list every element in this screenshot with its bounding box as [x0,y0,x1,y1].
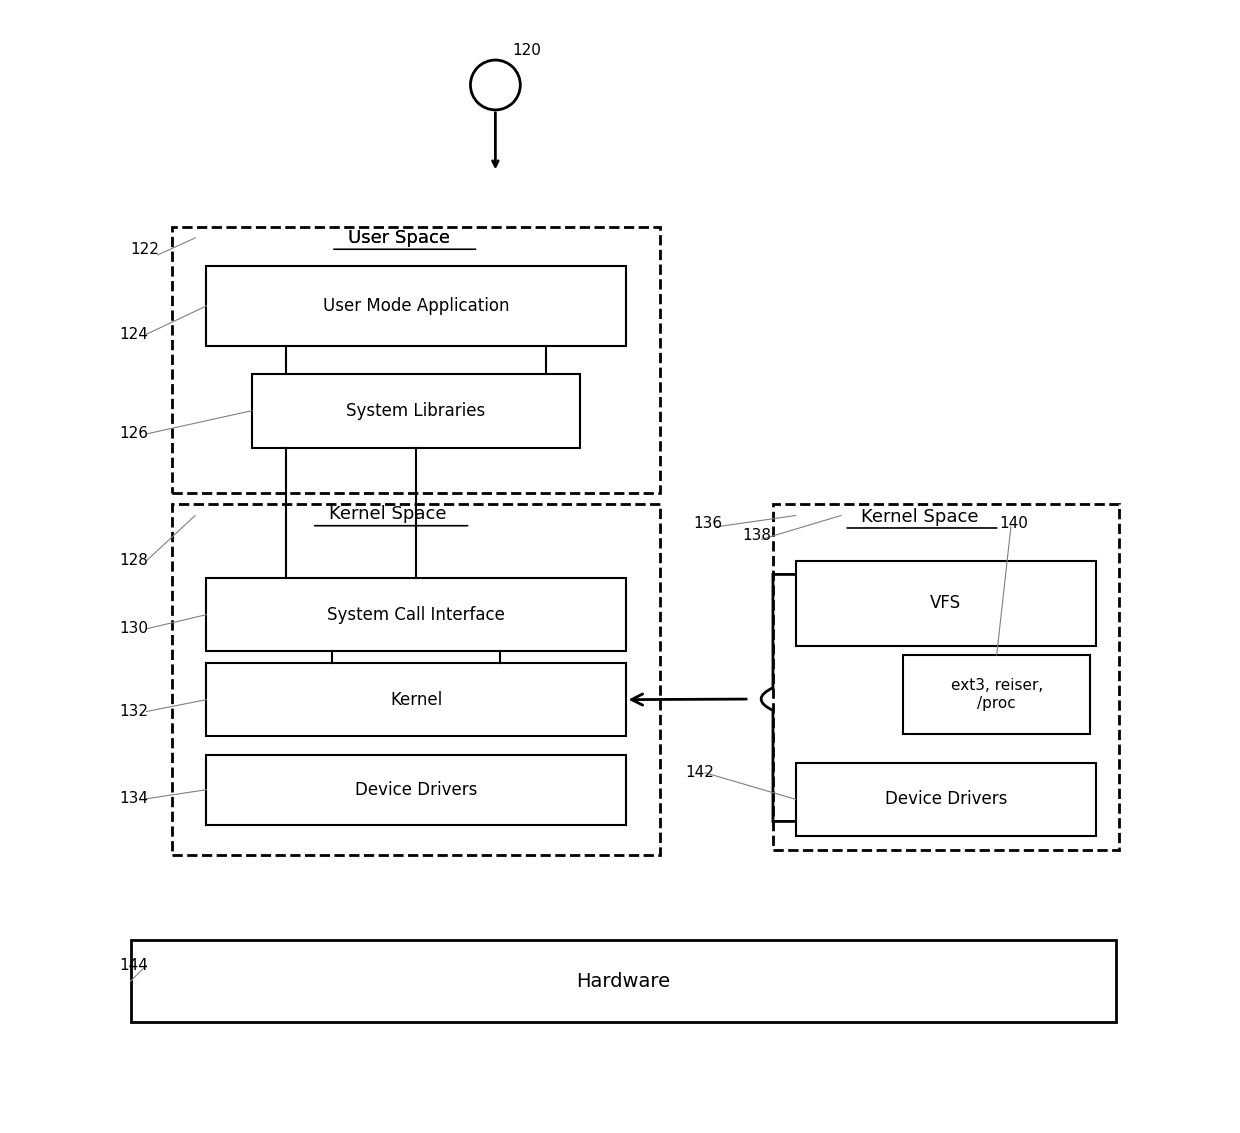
Text: ext3, reiser,
/proc: ext3, reiser, /proc [951,679,1043,710]
Text: 136: 136 [693,516,723,531]
Text: User Space: User Space [348,229,450,247]
Text: 130: 130 [119,621,149,637]
Text: 120: 120 [512,43,541,59]
Text: System Libraries: System Libraries [346,402,486,419]
Text: System Call Interface: System Call Interface [327,606,505,623]
Text: 132: 132 [119,704,149,719]
Text: VFS: VFS [930,595,961,612]
Text: Kernel: Kernel [389,691,443,708]
Text: 138: 138 [743,528,771,544]
Text: 126: 126 [119,426,149,442]
Text: Device Drivers: Device Drivers [355,781,477,799]
Text: Kernel Space: Kernel Space [862,508,980,526]
Text: Kernel Space: Kernel Space [329,505,446,523]
Text: 142: 142 [686,765,714,781]
Text: 122: 122 [130,241,160,257]
Text: Hardware: Hardware [577,972,671,990]
Text: 134: 134 [119,791,149,807]
Text: User Space: User Space [348,229,450,247]
Text: 124: 124 [119,326,148,342]
Text: 140: 140 [999,516,1028,531]
Text: Device Drivers: Device Drivers [884,791,1007,808]
Text: 128: 128 [119,553,148,569]
Text: 144: 144 [119,957,148,973]
Text: User Mode Application: User Mode Application [322,297,510,315]
